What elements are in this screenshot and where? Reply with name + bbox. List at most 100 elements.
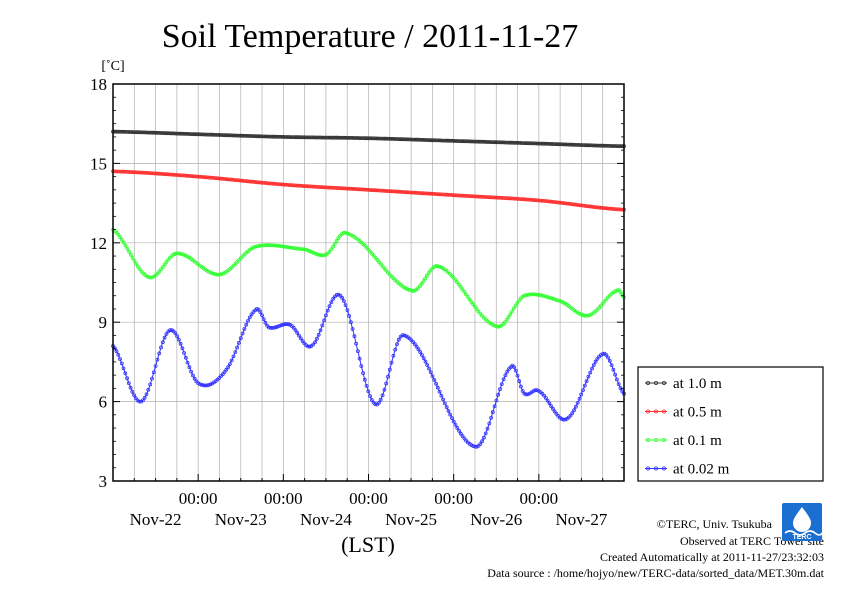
- series-marker: [340, 295, 345, 300]
- series-marker: [421, 137, 426, 142]
- y-tick-label: 12: [90, 234, 107, 253]
- series-marker: [339, 186, 344, 191]
- series-marker: [311, 135, 316, 140]
- series-marker: [276, 182, 280, 187]
- series-marker: [460, 434, 465, 439]
- series-marker: [579, 203, 584, 208]
- series-marker: [487, 195, 492, 200]
- x-date-label: Nov-26: [470, 510, 522, 529]
- series-marker: [238, 178, 243, 183]
- series-marker: [508, 312, 513, 317]
- series-marker: [529, 141, 534, 146]
- legend-swatch-marker: [662, 380, 667, 385]
- series-marker: [616, 207, 621, 212]
- series-marker: [288, 135, 293, 140]
- series-marker: [535, 292, 539, 297]
- series-marker: [458, 139, 463, 144]
- series-marker: [210, 132, 215, 137]
- series-marker: [116, 232, 121, 237]
- series-marker: [192, 132, 197, 137]
- series-marker: [515, 140, 520, 145]
- x-date-label: Nov-27: [555, 510, 607, 529]
- series-marker: [237, 133, 241, 138]
- series-marker: [187, 132, 192, 136]
- series-marker: [293, 183, 298, 188]
- series-marker: [467, 297, 472, 302]
- series-marker: [151, 370, 156, 375]
- series-marker: [533, 388, 538, 393]
- series-marker: [166, 131, 170, 136]
- series-marker: [380, 188, 385, 193]
- series-marker: [446, 409, 451, 413]
- series-marker: [267, 134, 272, 139]
- series-marker: [604, 143, 609, 148]
- series-marker: [302, 184, 307, 189]
- series-marker: [320, 253, 325, 258]
- series-marker: [471, 194, 476, 199]
- series-marker: [425, 363, 430, 367]
- series-marker: [306, 184, 311, 189]
- series-marker: [279, 244, 284, 249]
- series-marker: [423, 138, 428, 142]
- series-marker: [148, 382, 153, 387]
- series-marker: [162, 172, 167, 177]
- series-marker: [279, 182, 284, 187]
- series-marker: [306, 135, 311, 140]
- series-marker: [245, 179, 250, 184]
- series-marker: [521, 141, 525, 146]
- series-marker: [233, 133, 238, 138]
- series-marker: [284, 135, 289, 139]
- legend-label: at 0.02 m: [673, 462, 730, 478]
- series-marker: [391, 189, 396, 194]
- series-marker: [528, 197, 532, 202]
- series-marker: [116, 169, 121, 174]
- series-marker: [316, 185, 321, 189]
- series-marker: [513, 303, 518, 308]
- series-marker: [380, 393, 385, 398]
- series-marker: [357, 356, 362, 361]
- series-marker: [512, 196, 516, 201]
- series-marker: [496, 195, 500, 200]
- series-marker: [613, 289, 618, 294]
- series-marker: [201, 132, 206, 137]
- series-marker: [409, 288, 414, 293]
- legend-swatch-marker: [662, 437, 667, 442]
- series-marker: [398, 189, 403, 194]
- series-marker: [416, 347, 421, 352]
- series-marker: [204, 383, 209, 388]
- series-marker: [425, 191, 430, 196]
- series-marker: [552, 409, 557, 414]
- series-marker: [164, 131, 169, 136]
- series-marker: [439, 192, 444, 197]
- series-marker: [462, 193, 467, 198]
- series-marker: [208, 175, 213, 180]
- series-marker: [224, 177, 229, 182]
- series-marker: [168, 328, 173, 333]
- series-marker: [293, 328, 298, 333]
- series-marker: [544, 141, 548, 146]
- series-marker: [455, 426, 460, 430]
- series-marker: [338, 135, 343, 140]
- series-marker: [499, 382, 504, 387]
- series-marker: [425, 138, 430, 142]
- series-marker: [492, 140, 497, 145]
- series-marker: [488, 195, 493, 200]
- series-marker: [297, 246, 302, 251]
- series-marker: [160, 131, 165, 135]
- series-marker: [387, 367, 392, 372]
- legend-swatch-marker: [654, 380, 659, 385]
- footer-created: Created Automatically at 2011-11-27/23:3…: [599, 550, 824, 564]
- series-marker: [180, 346, 185, 351]
- series-marker: [370, 188, 374, 193]
- y-tick-label: 9: [99, 313, 108, 332]
- series-marker: [584, 143, 589, 148]
- series-marker: [151, 130, 156, 135]
- series-marker: [212, 132, 217, 137]
- series-marker: [591, 143, 596, 148]
- series-marker: [150, 376, 154, 381]
- series-marker: [270, 181, 275, 186]
- series-marker: [137, 170, 142, 175]
- series-marker: [128, 130, 133, 134]
- series-marker: [121, 169, 126, 174]
